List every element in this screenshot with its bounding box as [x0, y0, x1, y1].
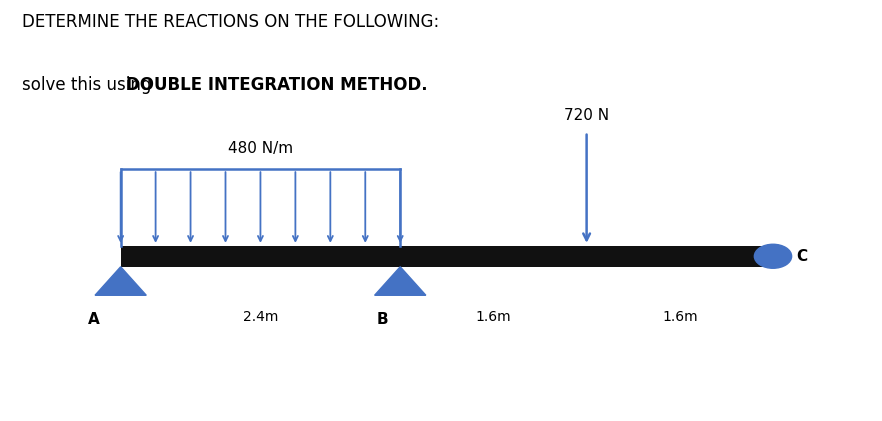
Text: B: B: [377, 312, 389, 327]
Text: 1.6m: 1.6m: [662, 310, 698, 324]
Ellipse shape: [754, 244, 792, 268]
Polygon shape: [95, 267, 146, 295]
Text: C: C: [796, 249, 807, 264]
Text: solve this using: solve this using: [22, 76, 157, 94]
Polygon shape: [375, 267, 426, 295]
Text: DETERMINE THE REACTIONS ON THE FOLLOWING:: DETERMINE THE REACTIONS ON THE FOLLOWING…: [22, 13, 439, 31]
Text: 720 N: 720 N: [564, 108, 609, 123]
Text: A: A: [88, 312, 100, 327]
Bar: [121, 246, 773, 267]
Text: DOUBLE INTEGRATION METHOD.: DOUBLE INTEGRATION METHOD.: [126, 76, 428, 94]
Text: 2.4m: 2.4m: [243, 310, 278, 324]
Text: 1.6m: 1.6m: [475, 310, 512, 324]
Text: 480 N/m: 480 N/m: [228, 141, 293, 156]
